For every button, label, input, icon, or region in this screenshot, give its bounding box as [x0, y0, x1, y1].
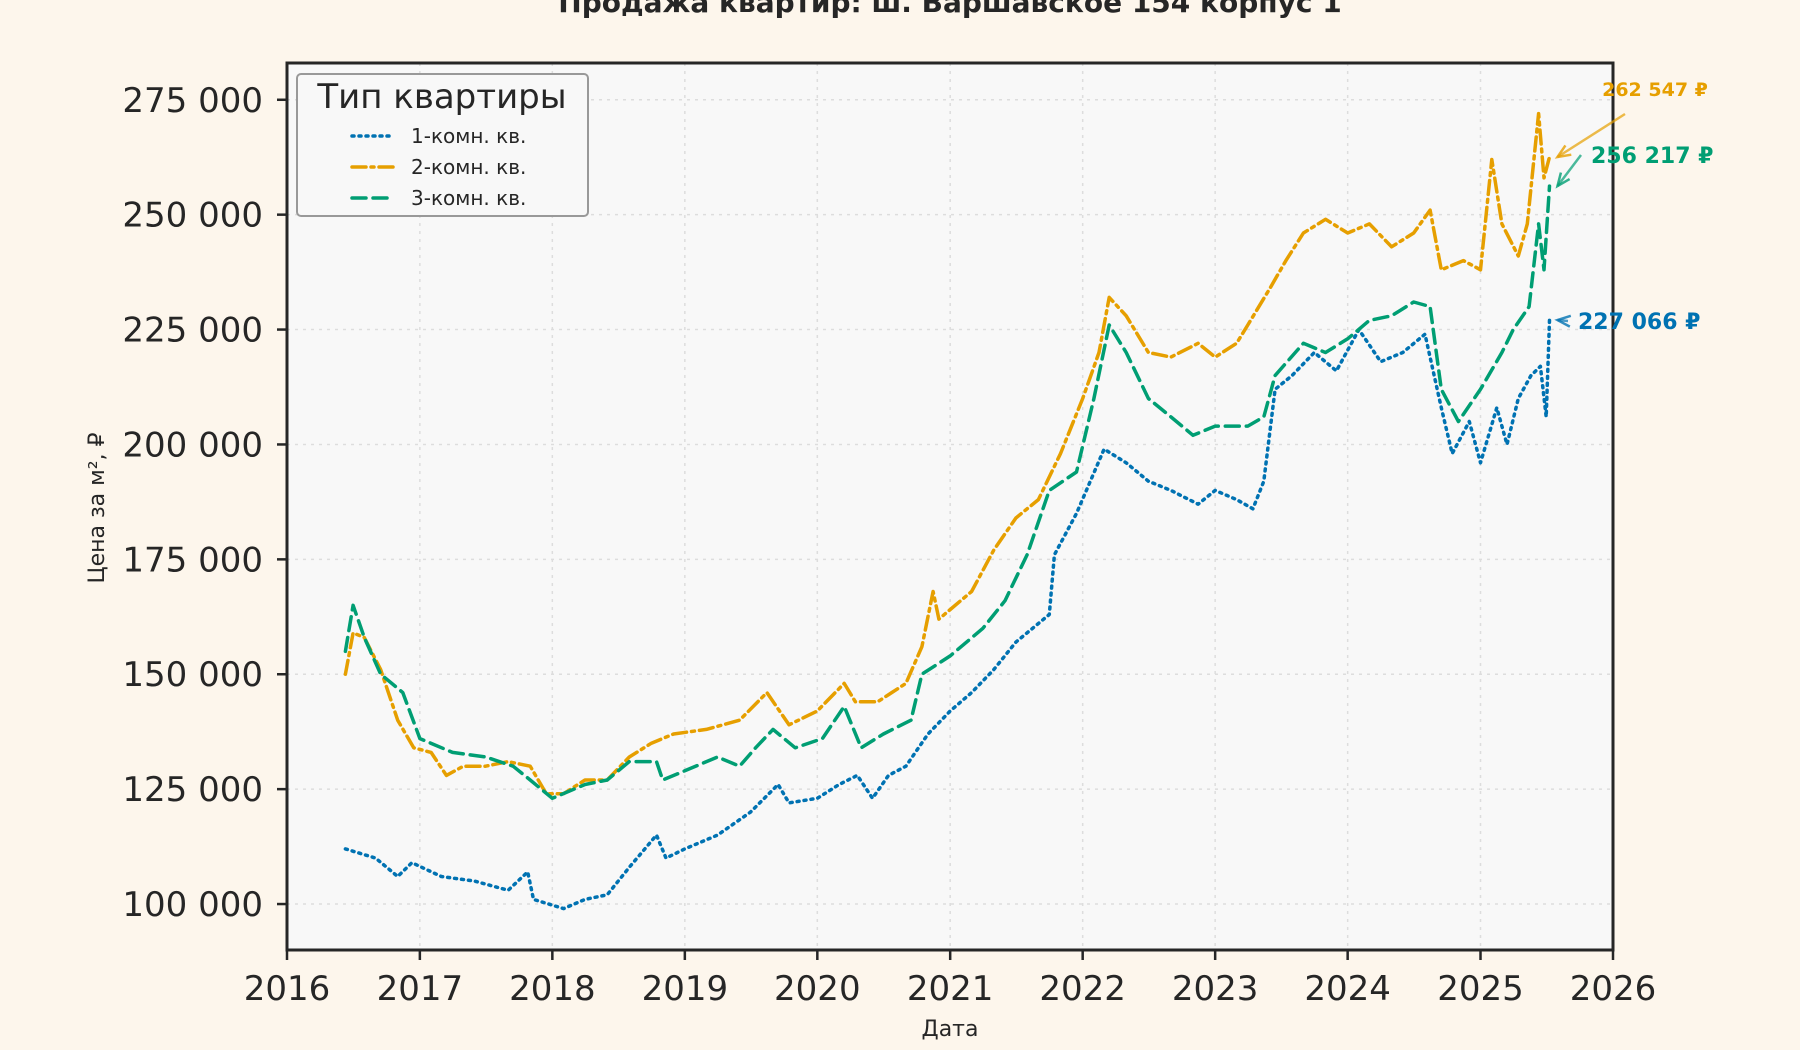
y-tick-label: 175 000: [122, 540, 263, 580]
series-line-3: [343, 184, 1552, 801]
x-tick-label: 2016: [244, 969, 331, 1009]
legend-title: Тип квартиры: [316, 77, 566, 117]
y-tick-label: 150 000: [122, 655, 263, 695]
x-tick-label: 2018: [509, 969, 596, 1009]
legend-entries: 1-комн. кв. 2-комн. кв. 3-комн. кв.: [350, 124, 526, 210]
legend-box: [296, 73, 589, 217]
y-tick-label: 100 000: [122, 885, 263, 925]
grid: [286, 63, 1614, 950]
legend-label-3: 3-комн. кв.: [411, 186, 526, 210]
chart-title: Продажа квартир: ш. Варшавское 154 корпу…: [558, 0, 1341, 19]
y-axis-label: Цена за м², ₽: [85, 432, 110, 583]
x-tick-label: 2025: [1437, 969, 1524, 1009]
y-tick-label: 250 000: [122, 196, 263, 236]
legend: Тип квартиры 1-комн. кв. 2-комн. кв. 3-ком…: [296, 73, 589, 217]
x-tick-label: 2021: [907, 969, 994, 1009]
annotation-label-3: 256 217 ₽: [1591, 144, 1713, 169]
series-line-2: [343, 111, 1552, 796]
annotation-label-2: 262 547 ₽: [1602, 79, 1708, 101]
annotation-arrow: [1556, 112, 1626, 159]
legend-label-1: 1-комн. кв.: [411, 124, 526, 148]
x-tick-label: 2020: [774, 969, 861, 1009]
y-tick-label: 125 000: [122, 770, 263, 810]
x-tick-label: 2017: [377, 969, 464, 1009]
y-tick-label: 275 000: [122, 81, 263, 121]
y-tick-label: 225 000: [122, 311, 263, 351]
x-tick-label: 2023: [1172, 969, 1259, 1009]
annotation-arrow: [1556, 154, 1582, 187]
last-value-annotations: 227 066 ₽ 262 547 ₽ 256 217 ₽: [1554, 79, 1713, 335]
x-axis-label: Дата: [922, 1017, 979, 1042]
annotation-label-1: 227 066 ₽: [1578, 310, 1700, 335]
annotation-arrowhead: [1554, 144, 1572, 159]
x-axis: 2016 2017 2018 2019 2020 2021 2022 2023 2024 2025…: [244, 950, 1657, 1009]
series-layer: [343, 111, 1552, 911]
x-tick-label: 2019: [642, 969, 729, 1009]
x-tick-label: 2026: [1570, 969, 1657, 1009]
y-axis: 100 000 125 000 150 000 175 000 200 000 225 0…: [122, 81, 287, 925]
legend-label-2: 2-комн. кв.: [411, 155, 526, 179]
y-tick-label: 200 000: [122, 425, 263, 465]
x-tick-label: 2024: [1304, 969, 1391, 1009]
x-tick-label: 2022: [1039, 969, 1126, 1009]
series-line-1: [343, 318, 1552, 911]
annotation-arrowhead: [1555, 172, 1571, 189]
annotation-arrowhead: [1554, 314, 1572, 328]
